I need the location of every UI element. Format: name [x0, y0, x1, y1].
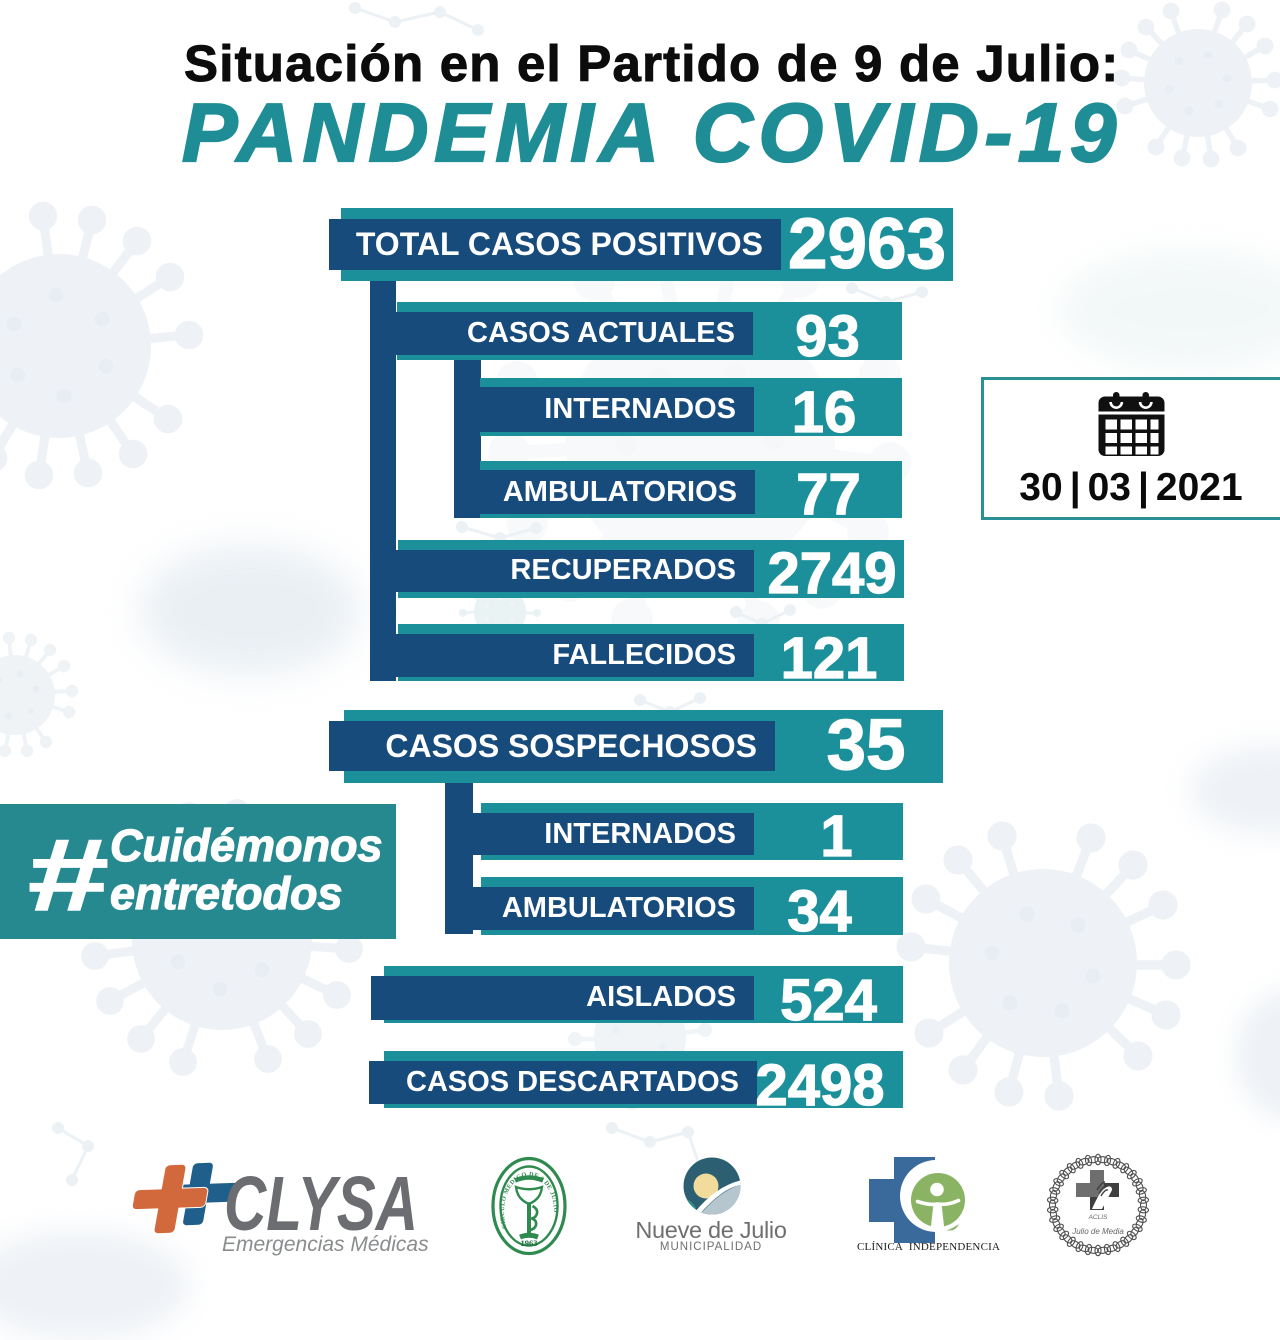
svg-text:1963: 1963 [521, 1238, 538, 1248]
svg-text:Julio de Media: Julio de Media [1071, 1227, 1124, 1236]
svg-text:ACLIS: ACLIS [1088, 1214, 1108, 1221]
